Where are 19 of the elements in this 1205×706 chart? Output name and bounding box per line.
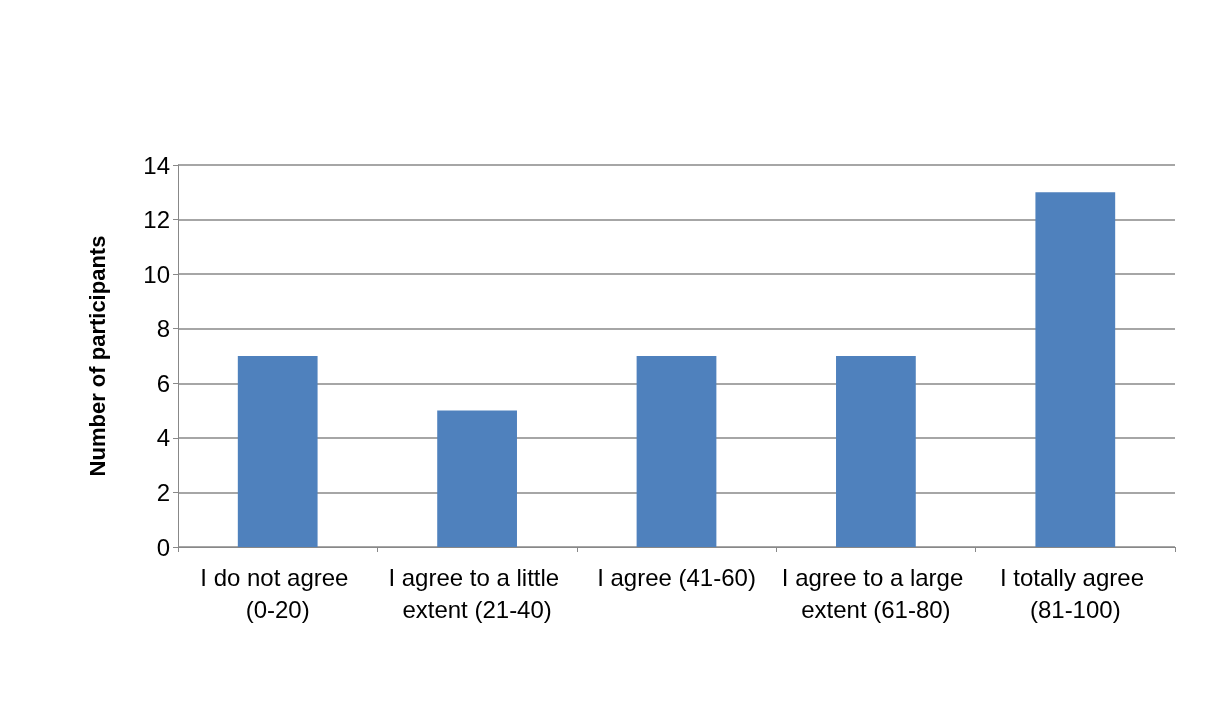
- x-tick-label: I agree (41-60): [597, 563, 756, 591]
- bar: [836, 356, 916, 547]
- y-tick-label: 10: [143, 260, 170, 288]
- x-tick-label: I do not agree (0-20): [200, 563, 356, 623]
- bar: [237, 356, 318, 547]
- x-tick-label: I agree to a large extent (61-80): [781, 563, 970, 623]
- y-axis-title: Number of participants: [84, 235, 110, 477]
- x-tick-label: I totally agree (81-100): [999, 563, 1151, 623]
- y-tick-label: 4: [156, 424, 170, 452]
- y-tick-label: 12: [143, 206, 170, 234]
- bar: [1035, 192, 1116, 547]
- y-tick-label: 8: [156, 315, 170, 343]
- bar: [636, 356, 717, 547]
- y-tick-label: 6: [156, 369, 170, 397]
- x-tick-label: I agree to a little extent (21-40): [388, 563, 566, 623]
- y-tick-label: 2: [156, 478, 170, 506]
- y-tick-label: 0: [156, 533, 170, 561]
- y-tick-label: 14: [143, 151, 170, 179]
- bar: [437, 410, 517, 547]
